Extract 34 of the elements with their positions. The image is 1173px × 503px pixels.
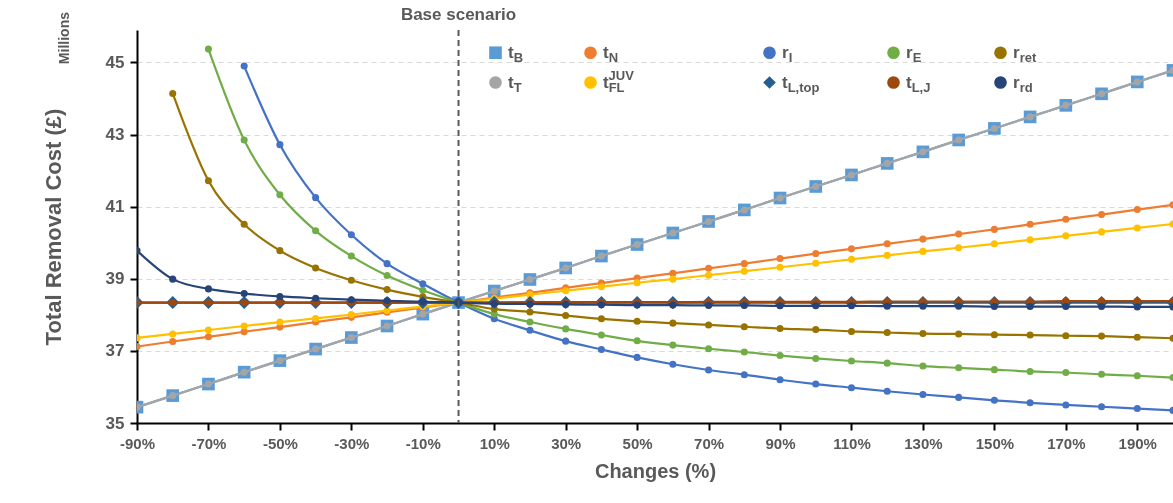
legend-label: t$_{T}$ (508, 72, 522, 95)
y-tick-label: 37 (105, 341, 125, 361)
ref-line-label: Base scenario (400, 5, 517, 24)
y-tick-label: 41 (105, 197, 125, 217)
legend-label: r$_{E}$ (906, 42, 922, 65)
legend-label: t$_{L,J}$ (906, 72, 931, 95)
text: Millions (56, 12, 72, 65)
y-axis-title: Total Removal Cost (£) (40, 108, 66, 346)
x-tick-label: 90% (765, 434, 796, 452)
legend-label: r$_{ret}$ (1013, 42, 1037, 65)
x-tick-label: -10% (405, 434, 441, 452)
legend-label: r$_{rd}$ (1013, 72, 1033, 95)
x-tick-label: 50% (622, 434, 653, 452)
x-tick-label: -50% (262, 434, 298, 452)
legend-label: t$_{B}$ (508, 42, 524, 65)
x-tick-label: 70% (694, 434, 725, 452)
x-axis-title: Changes (%) (594, 459, 717, 482)
y-tick-label: 35 (105, 413, 125, 433)
y-tick-label: 43 (105, 125, 125, 145)
x-tick-label: 30% (551, 434, 582, 452)
x-tick-label: 150% (975, 434, 1015, 452)
legend-label: t$_{N}$ (603, 42, 619, 65)
y-tick-label: 39 (105, 269, 125, 289)
x-tick-label: 190% (1118, 434, 1157, 452)
legend-label: r$_{I}$ (782, 42, 793, 65)
x-tick-label: -90% (119, 434, 156, 452)
y-tick-label: 45 (105, 52, 125, 72)
x-tick-label: 130% (904, 434, 943, 452)
x-tick-label: 10% (479, 434, 510, 452)
x-tick-label: 170% (1047, 434, 1086, 452)
legend-label: t$_{L,top}$ (782, 72, 820, 95)
x-tick-label: 110% (833, 434, 871, 452)
x-tick-label: -70% (191, 434, 227, 452)
x-tick-label: -30% (334, 434, 370, 452)
